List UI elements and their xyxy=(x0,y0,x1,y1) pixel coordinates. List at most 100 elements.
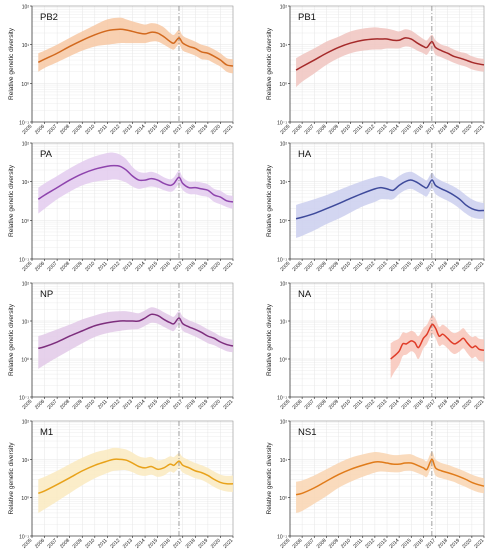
x-tick-label: 2010 xyxy=(340,124,352,136)
y-tick-label: 10⁻¹ xyxy=(277,535,287,541)
x-tick-label: 2007 xyxy=(304,124,316,136)
x-tick-label: 2021 xyxy=(222,261,234,273)
x-tick-label: 2006 xyxy=(291,124,303,136)
x-tick-label: 2006 xyxy=(34,261,46,273)
median-line xyxy=(390,323,485,360)
median-line xyxy=(38,458,234,495)
y-tick-label: 10¹ xyxy=(22,458,30,464)
x-tick-label: 2011 xyxy=(352,261,364,273)
confidence-band xyxy=(38,152,233,214)
x-tick-label: 2021 xyxy=(222,124,234,136)
x-tick-label: 2006 xyxy=(34,538,46,550)
x-tick-label: 2019 xyxy=(197,261,209,273)
x-tick-label: 2011 xyxy=(97,399,109,411)
panel-title: NA xyxy=(298,289,312,300)
confidence-band xyxy=(296,27,484,88)
y-tick-label: 10¹ xyxy=(22,320,30,326)
x-tick-label: 2011 xyxy=(97,124,109,136)
x-tick-label: 2011 xyxy=(352,399,364,411)
x-tick-label: 2010 xyxy=(84,261,96,273)
confidence-band xyxy=(296,171,484,238)
y-tick-label: 10² xyxy=(22,420,30,426)
x-tick-label: 2017 xyxy=(425,538,437,550)
x-tick-label: 2010 xyxy=(84,538,96,550)
x-tick-label: 2011 xyxy=(352,124,364,136)
x-tick-label: 2021 xyxy=(222,538,234,550)
x-tick-label: 2021 xyxy=(222,399,234,411)
x-tick-label: 2019 xyxy=(449,538,461,550)
x-tick-label: 2009 xyxy=(72,399,84,411)
x-tick-label: 2006 xyxy=(34,124,46,136)
x-tick-label: 2016 xyxy=(159,261,171,273)
y-tick-label: 10⁰ xyxy=(21,82,29,88)
x-tick-label: 2012 xyxy=(364,399,376,411)
x-tick-label: 2014 xyxy=(388,399,400,411)
median-line xyxy=(295,37,485,71)
x-tick-label: 2018 xyxy=(185,399,197,411)
x-tick-label: 2015 xyxy=(401,124,413,136)
x-tick-label: 2020 xyxy=(210,261,222,273)
y-tick-label: 10⁰ xyxy=(21,358,29,364)
x-tick-label: 2018 xyxy=(437,399,449,411)
x-tick-label: 2018 xyxy=(437,124,449,136)
x-tick-label: 2015 xyxy=(147,124,159,136)
x-tick-label: 2014 xyxy=(388,538,400,550)
median-line xyxy=(37,164,234,203)
x-tick-label: 2013 xyxy=(122,399,134,411)
x-tick-label: 2007 xyxy=(304,399,316,411)
x-tick-label: 2013 xyxy=(122,538,134,550)
x-tick-label: 2020 xyxy=(210,124,222,136)
y-tick-label: 10² xyxy=(280,142,288,148)
y-tick-label: 10⁰ xyxy=(21,496,29,502)
median-line xyxy=(37,28,234,67)
x-tick-label: 2013 xyxy=(122,261,134,273)
x-tick-label: 2012 xyxy=(109,124,121,136)
x-tick-label: 2013 xyxy=(376,124,388,136)
x-tick-label: 2006 xyxy=(291,538,303,550)
x-tick-label: 2008 xyxy=(59,538,71,550)
y-tick-label: 10² xyxy=(280,420,288,426)
y-axis-label: Relative genetic diversity xyxy=(266,27,273,100)
x-tick-label: 2017 xyxy=(172,399,184,411)
x-tick-label: 2014 xyxy=(388,261,400,273)
x-tick-label: 2007 xyxy=(304,261,316,273)
x-tick-label: 2016 xyxy=(159,538,171,550)
x-tick-label: 2006 xyxy=(34,399,46,411)
y-tick-label: 10⁰ xyxy=(279,219,287,225)
confidence-band xyxy=(38,307,233,369)
y-tick-label: 10⁻¹ xyxy=(277,121,287,127)
y-tick-label: 10² xyxy=(22,5,30,11)
x-tick-label: 2016 xyxy=(413,124,425,136)
x-tick-label: 2012 xyxy=(364,124,376,136)
y-axis-label: Relative genetic diversity xyxy=(8,27,15,100)
y-tick-label: 10² xyxy=(280,5,288,11)
x-tick-label: 2019 xyxy=(449,399,461,411)
x-tick-label: 2019 xyxy=(197,538,209,550)
x-tick-label: 2020 xyxy=(461,261,473,273)
y-tick-label: 10¹ xyxy=(280,180,288,186)
x-tick-label: 2020 xyxy=(210,399,222,411)
x-tick-label: 2012 xyxy=(364,261,376,273)
x-tick-label: 2006 xyxy=(291,261,303,273)
y-axis-label: Relative genetic diversity xyxy=(266,164,273,237)
x-tick-label: 2008 xyxy=(316,124,328,136)
x-tick-label: 2009 xyxy=(328,538,340,550)
y-tick-label: 10¹ xyxy=(22,180,30,186)
x-tick-label: 2020 xyxy=(210,538,222,550)
x-tick-label: 2012 xyxy=(109,399,121,411)
x-tick-label: 2008 xyxy=(59,124,71,136)
x-tick-label: 2020 xyxy=(461,399,473,411)
y-tick-label: 10¹ xyxy=(22,43,30,49)
x-tick-label: 2021 xyxy=(473,261,485,273)
x-tick-label: 2013 xyxy=(122,124,134,136)
x-tick-label: 2018 xyxy=(185,261,197,273)
y-tick-label: 10² xyxy=(22,142,30,148)
panel-title: PA xyxy=(40,149,53,160)
x-tick-label: 2010 xyxy=(84,124,96,136)
x-tick-label: 2015 xyxy=(147,399,159,411)
